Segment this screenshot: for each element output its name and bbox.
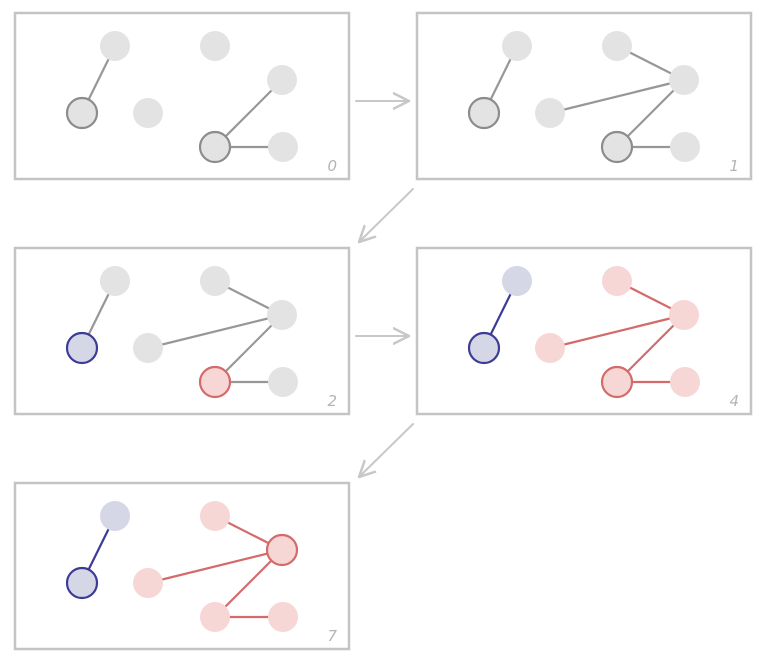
graph-node (100, 266, 130, 296)
step-number-label: 7 (327, 627, 337, 645)
graph-node (267, 65, 297, 95)
highlighted-node (467, 96, 501, 130)
panel-frame (13, 481, 351, 651)
highlighted-node (265, 533, 299, 567)
panel-frame (13, 246, 351, 416)
graph-edge (147, 548, 283, 585)
graph-node (670, 367, 700, 397)
flow-arrow (359, 423, 414, 477)
graph-node (268, 132, 298, 162)
graph-node (602, 266, 632, 296)
graph-node (267, 300, 297, 330)
graph-node (200, 31, 230, 61)
graph-edge (147, 313, 283, 350)
graph-node (602, 31, 632, 61)
highlighted-node (65, 331, 99, 365)
highlighted-node (600, 365, 634, 399)
panel-frame (13, 11, 351, 181)
step-number-label: 4 (729, 392, 739, 410)
highlighted-node (65, 96, 99, 130)
highlighted-node (198, 130, 232, 164)
graph-node (669, 300, 699, 330)
graph-node (268, 602, 298, 632)
step-number-label: 0 (327, 157, 337, 175)
step-panel: 0 (13, 11, 351, 181)
graph-node (669, 65, 699, 95)
graph-node (535, 333, 565, 363)
graph-node (133, 98, 163, 128)
graph-edge (549, 313, 685, 350)
graph-node (133, 333, 163, 363)
graph-node (200, 501, 230, 531)
graph-node (100, 31, 130, 61)
graph-node (133, 568, 163, 598)
highlighted-node (65, 566, 99, 600)
highlighted-node (600, 130, 634, 164)
step-number-label: 2 (327, 392, 337, 410)
highlighted-node (198, 365, 232, 399)
highlighted-node (467, 331, 501, 365)
graph-node (535, 98, 565, 128)
graph-node (670, 132, 700, 162)
graph-edge (549, 78, 685, 115)
flow-arrow (359, 188, 414, 242)
panel-frame (415, 11, 753, 181)
step-panel: 4 (415, 246, 753, 416)
graph-node (502, 31, 532, 61)
step-panel: 1 (415, 11, 753, 181)
step-number-label: 1 (729, 157, 739, 175)
panel-frame (415, 246, 753, 416)
graph-node (200, 602, 230, 632)
step-panel: 2 (13, 246, 351, 416)
step-panel: 7 (13, 481, 351, 651)
graph-node (268, 367, 298, 397)
graph-node (100, 501, 130, 531)
graph-node (200, 266, 230, 296)
graph-node (502, 266, 532, 296)
